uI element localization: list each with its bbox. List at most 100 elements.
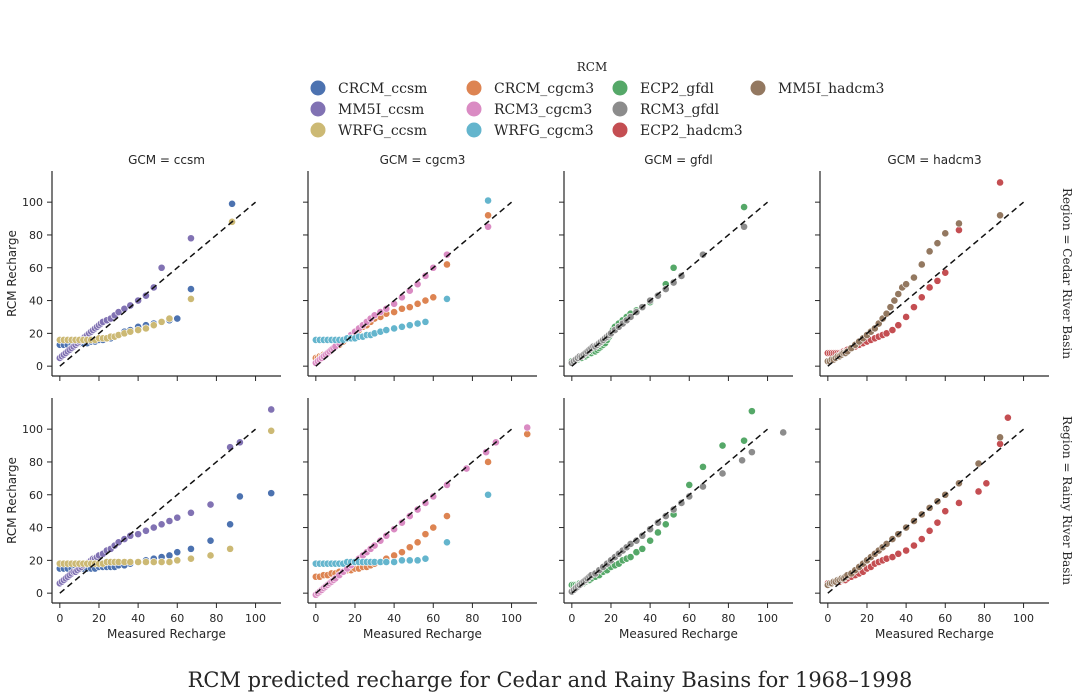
x-tick-label: 0 xyxy=(824,612,831,625)
data-point xyxy=(654,528,662,537)
data-point xyxy=(1003,413,1012,422)
data-point xyxy=(267,489,276,498)
data-point xyxy=(661,520,670,529)
data-point xyxy=(173,314,182,323)
data-point xyxy=(429,293,438,302)
data-point xyxy=(933,239,942,248)
data-point xyxy=(632,548,641,557)
data-point xyxy=(910,541,918,550)
data-point xyxy=(902,546,911,555)
data-point xyxy=(382,558,391,566)
series-wrfg-ccsm xyxy=(55,426,276,568)
facet-panels: 0 20 40 60 80 100 GCM = ccsm RCM Recharge GCM = … xyxy=(5,153,1074,641)
legend-marker-rcm3-cgcm3 xyxy=(466,101,482,117)
data-point xyxy=(484,458,492,466)
data-point xyxy=(523,423,532,432)
identity-reference-line xyxy=(315,201,513,367)
data-point xyxy=(421,317,430,326)
data-point xyxy=(638,531,647,540)
data-point xyxy=(173,513,182,522)
data-point xyxy=(413,505,422,514)
data-point xyxy=(925,283,934,292)
data-point xyxy=(685,492,694,501)
data-point xyxy=(917,260,926,269)
x-tick-label: 20 xyxy=(92,612,106,625)
data-point xyxy=(157,317,166,326)
data-point xyxy=(894,321,903,330)
panel-r1-c2: 0 20 40 60 80 100 Measured Recharge xyxy=(559,398,793,641)
data-point xyxy=(902,313,911,321)
data-point xyxy=(405,512,414,520)
y-axis-label: RCM Recharge xyxy=(5,457,19,544)
data-point xyxy=(382,304,391,313)
x-tick-label: 40 xyxy=(899,612,913,625)
data-point xyxy=(925,526,934,535)
series-mm5i-hadcm3 xyxy=(823,433,1004,589)
series-ecp2-hadcm3 xyxy=(823,413,1012,588)
data-point xyxy=(187,285,195,293)
legend-label-ecp2-hadcm3: ECP2_hadcm3 xyxy=(640,123,743,139)
legend-marker-ecp2-gfdl xyxy=(612,80,628,96)
data-point xyxy=(187,544,195,553)
data-point xyxy=(890,296,899,305)
data-point xyxy=(413,319,422,328)
data-point xyxy=(654,291,662,300)
data-point xyxy=(421,499,430,507)
data-point xyxy=(685,481,694,489)
x-tick-label: 60 xyxy=(426,612,440,625)
x-tick-label: 0 xyxy=(568,612,575,625)
data-point xyxy=(646,536,655,545)
data-point xyxy=(638,544,647,553)
legend-marker-crcm-cgcm3 xyxy=(466,80,482,96)
data-point xyxy=(462,464,471,473)
data-point xyxy=(669,278,678,287)
data-point xyxy=(165,314,174,323)
data-point xyxy=(779,428,788,437)
panel-r0-c2: GCM = gfdl xyxy=(559,153,793,381)
x-tick-label: 100 xyxy=(501,612,522,625)
data-point xyxy=(484,211,492,220)
data-point xyxy=(405,303,414,312)
legend-label-mm5i-ccsm: MM5I_ccsm xyxy=(338,102,424,118)
x-tick-label: 0 xyxy=(312,612,319,625)
data-point xyxy=(398,556,406,565)
data-point xyxy=(421,530,430,539)
series-ecp2-hadcm3 xyxy=(823,178,1004,357)
y-tick-label: 20 xyxy=(29,327,43,340)
y-axis-label: RCM Recharge xyxy=(5,230,19,317)
data-point xyxy=(677,272,686,280)
x-axis-label: Measured Recharge xyxy=(619,627,738,641)
legend-marker-wrfg-ccsm xyxy=(310,122,326,138)
data-point xyxy=(747,407,756,416)
y-tick-label: 60 xyxy=(29,489,43,502)
x-tick-label: 20 xyxy=(604,612,618,625)
data-point xyxy=(398,548,406,557)
panel-r1-c0: 0 20 40 60 80 100 0 20 40 60 80 100 Measured Recharg… xyxy=(5,398,281,641)
identity-reference-line xyxy=(827,428,1025,594)
data-point xyxy=(443,481,451,489)
data-point xyxy=(126,301,135,310)
data-point xyxy=(413,538,422,547)
data-point xyxy=(738,456,747,465)
column-title: GCM = hadcm3 xyxy=(887,153,981,167)
data-point xyxy=(996,211,1004,220)
data-point xyxy=(390,525,399,534)
data-point xyxy=(149,523,158,532)
y-tick-label: 0 xyxy=(36,587,43,600)
panel-r1-c3: 0 20 40 60 80 100 Measured Recharge Region = Ra… xyxy=(815,398,1074,641)
data-point xyxy=(443,260,451,269)
data-point xyxy=(165,551,174,560)
identity-reference-line xyxy=(315,428,513,594)
identity-reference-line xyxy=(59,201,257,367)
data-point xyxy=(740,203,748,211)
x-tick-label: 80 xyxy=(977,612,991,625)
data-point xyxy=(982,479,991,488)
data-point xyxy=(126,327,135,336)
data-point xyxy=(405,556,414,565)
data-point xyxy=(142,558,150,566)
data-point xyxy=(632,536,641,545)
data-point xyxy=(429,492,438,501)
data-point xyxy=(996,178,1004,187)
series-wrfg-cgcm3 xyxy=(311,196,492,344)
legend-marker-mm5i-ccsm xyxy=(310,101,326,117)
